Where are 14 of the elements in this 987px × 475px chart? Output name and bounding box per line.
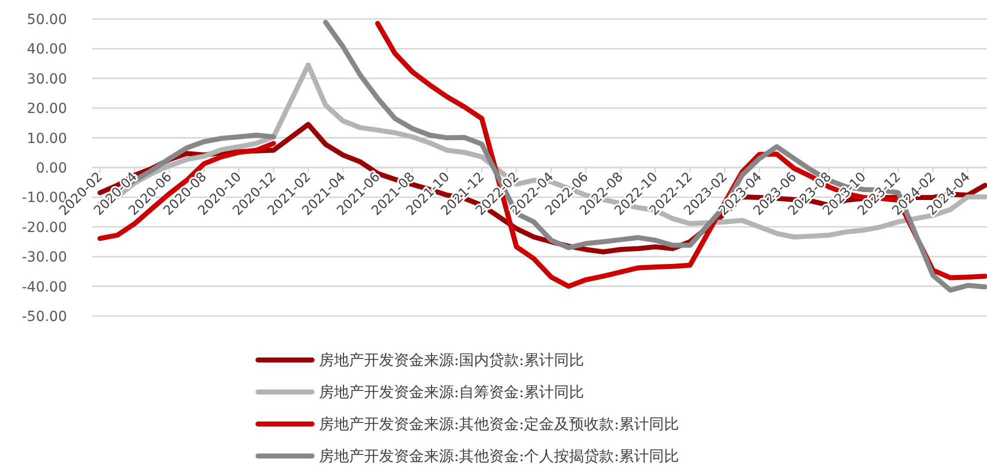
- legend-label: 房地产开发资金来源:自筹资金:累计同比: [319, 383, 584, 401]
- y-tick-label: -50.00: [22, 309, 67, 325]
- y-tick-label: 20.00: [26, 101, 67, 118]
- y-tick-label: 40.00: [26, 42, 67, 58]
- legend-label: 房地产开发资金来源:其他资金:定金及预收款:累计同比: [319, 415, 680, 433]
- legend-label: 房地产开发资金来源:其他资金:个人按揭贷款:累计同比: [319, 447, 680, 465]
- y-tick-label: -30.00: [22, 250, 67, 266]
- y-tick-label: 30.00: [26, 71, 67, 88]
- y-tick-label: 50.00: [26, 12, 67, 28]
- y-tick-label: 10.00: [26, 130, 67, 147]
- y-tick-label: -40.00: [22, 279, 67, 296]
- y-tick-label: 0.00: [36, 160, 67, 176]
- y-tick-label: -20.00: [22, 220, 67, 236]
- legend-label: 房地产开发资金来源:国内贷款:累计同比: [319, 351, 584, 369]
